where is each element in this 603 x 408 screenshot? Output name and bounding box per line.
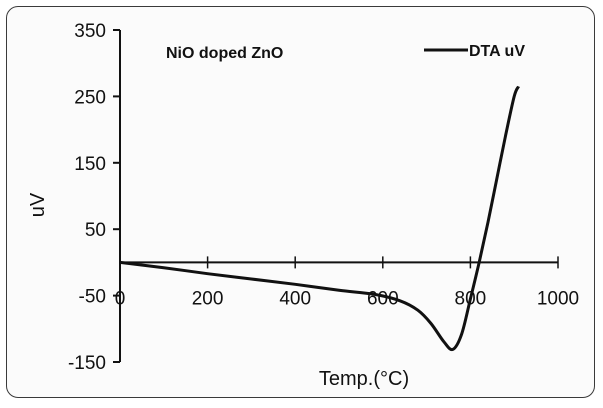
y-tick-label: -50 xyxy=(79,287,106,308)
chart-frame xyxy=(6,6,595,398)
y-tick-label: 350 xyxy=(74,21,106,42)
x-tick-label: 400 xyxy=(279,288,311,309)
x-tick-label: 200 xyxy=(192,288,224,309)
x-tick-label: 1000 xyxy=(537,288,579,309)
chart-annotation: NiO doped ZnO xyxy=(166,45,283,62)
y-tick-label: -150 xyxy=(68,353,106,374)
y-tick-label: 150 xyxy=(74,154,106,175)
x-axis-title: Temp.(°C) xyxy=(319,368,409,390)
y-axis-title: uV xyxy=(27,192,49,217)
y-axis: 350 250 150 50 -50 -150 xyxy=(68,21,120,374)
series-line-dta xyxy=(119,85,520,352)
y-tick-label: 50 xyxy=(85,220,106,241)
y-tick-label: 250 xyxy=(74,87,106,108)
legend-label: DTA uV xyxy=(469,43,525,60)
